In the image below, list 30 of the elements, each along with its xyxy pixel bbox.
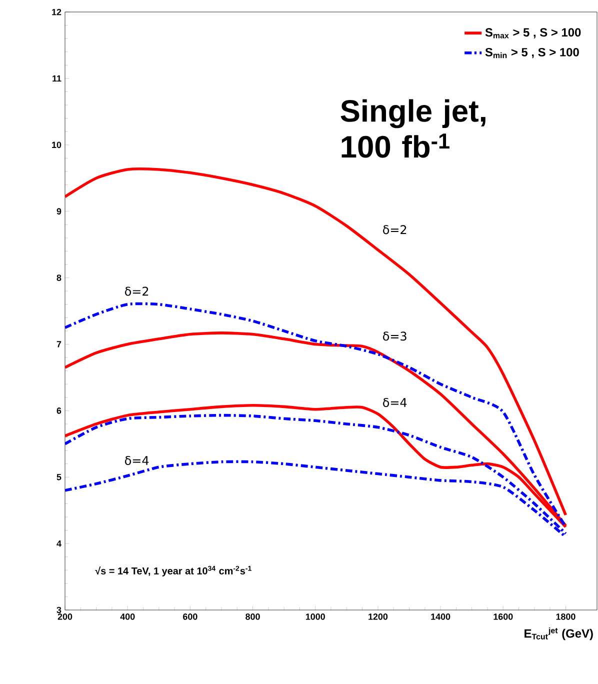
x-axis-title: E$_{Tcut}$$^{jet}$ (GeV): [524, 627, 593, 640]
x-tick-label: 1800: [556, 614, 576, 620]
y-tick-label: 5: [56, 474, 62, 480]
x-tick-label: 1400: [431, 614, 450, 620]
annotation: δ=4: [383, 398, 407, 408]
line-series: [65, 168, 568, 516]
x-tick-label: 200: [58, 614, 72, 620]
y-tick-label: 11: [52, 75, 62, 82]
annotation: δ=4: [125, 456, 149, 466]
y-tick-label: 3: [56, 606, 62, 614]
y-tick-label: 12: [52, 8, 62, 16]
legend-label: S$_{min}$ > 5 , S > 100: [485, 48, 579, 58]
x-tick-label: 1200: [368, 614, 388, 620]
y-tick-label: 4: [56, 540, 62, 547]
y-tick-label: 9: [56, 208, 62, 215]
y-tick-label: 8: [56, 274, 62, 281]
x-tick-label: 800: [246, 614, 260, 620]
x-tick-label: 1000: [306, 614, 325, 620]
y-tick-label: 10: [52, 142, 62, 148]
annotation: δ=2: [383, 225, 406, 234]
annotation: δ=2: [125, 286, 148, 296]
legend-label: S$_{max}$ > 5 , S > 100: [485, 28, 581, 38]
annotation: √s = 14 TeV, 1 year at 10$^{34}$ cm$^{-2}$s$^{-1}$: [95, 566, 252, 576]
x-tick-label: 400: [120, 614, 135, 620]
x-tick-label: 600: [183, 614, 198, 620]
annotation: Single jet, 100 fb$^{-1}$: [340, 99, 486, 158]
y-tick-label: 6: [56, 407, 62, 414]
annotation: δ=3: [383, 332, 406, 341]
y-tick-label: 7: [56, 341, 62, 348]
x-tick-label: 1600: [494, 614, 513, 620]
